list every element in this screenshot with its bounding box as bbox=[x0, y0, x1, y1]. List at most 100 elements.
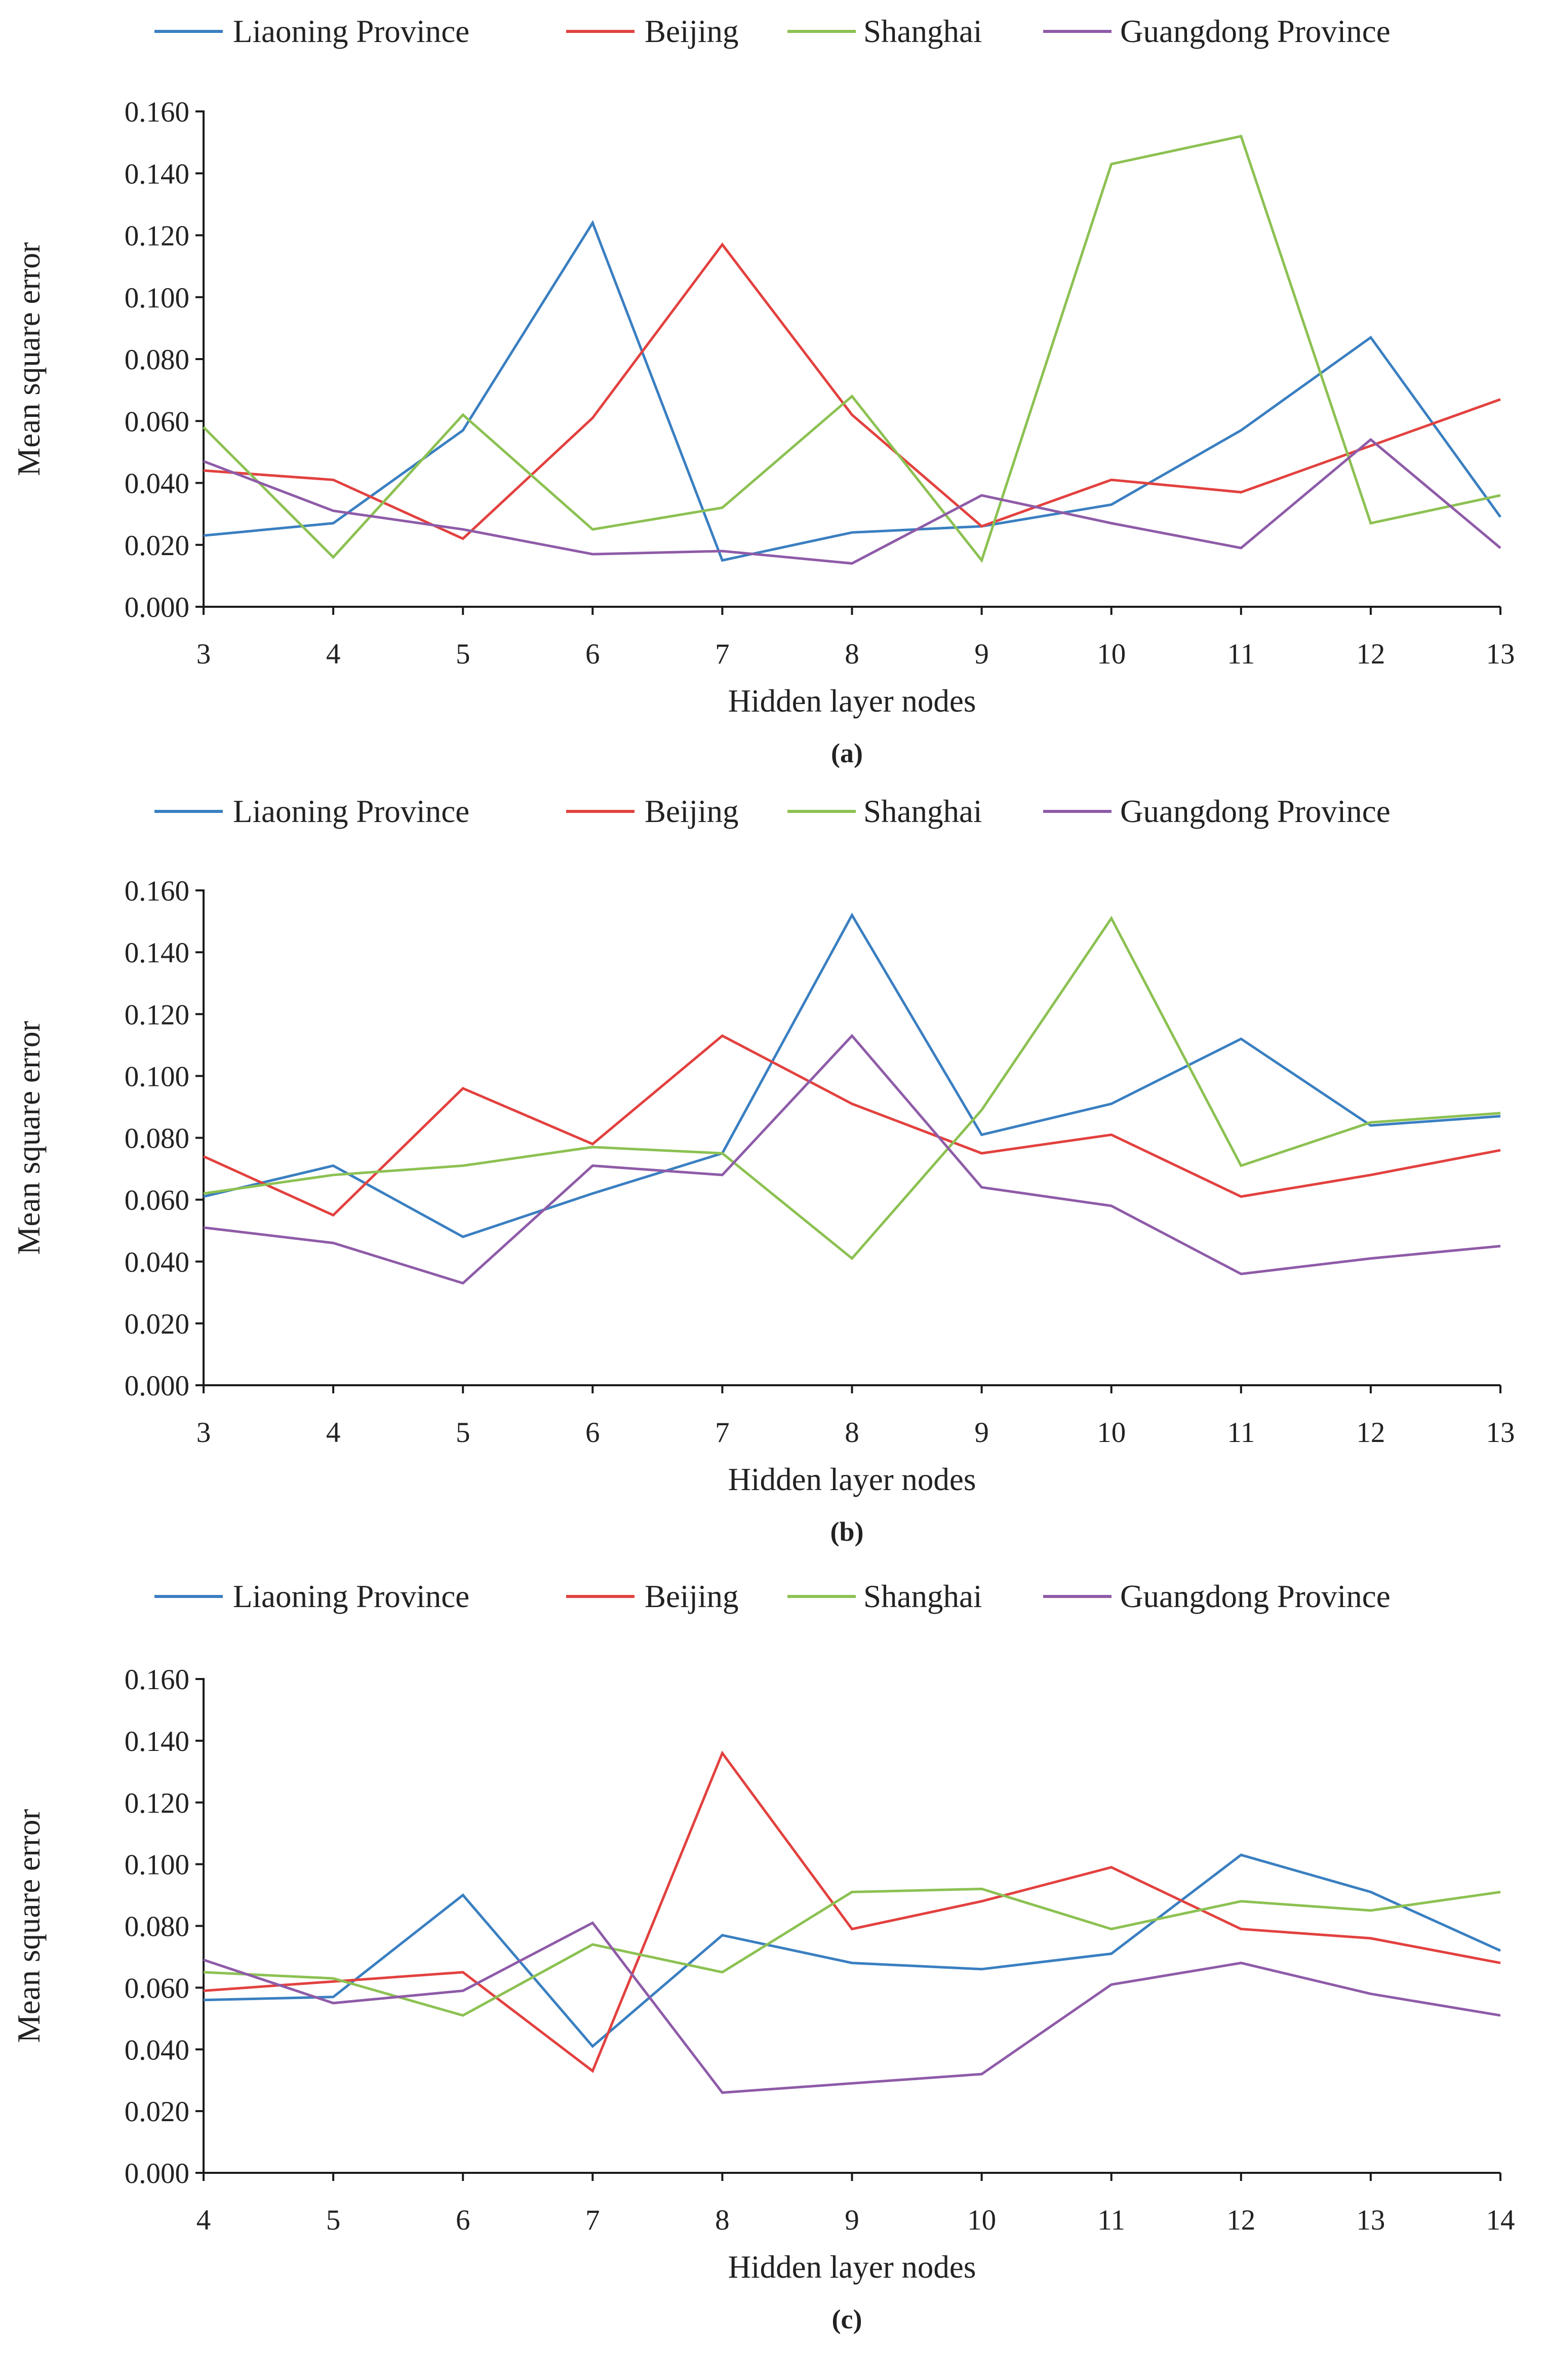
panel-label: (a) bbox=[831, 738, 863, 768]
chart-panel-c: Liaoning Province Beijing Shanghai Guangdon… bbox=[11, 1579, 1515, 2334]
legend-label: Liaoning Province bbox=[233, 14, 469, 49]
legend-item-shanghai: Shanghai bbox=[787, 14, 982, 49]
series-line-beijing bbox=[203, 242, 1501, 540]
x-tick-label: 10 bbox=[1097, 1417, 1126, 1449]
x-tick-label: 4 bbox=[326, 1417, 341, 1449]
legend-label: Guangdong Province bbox=[1120, 14, 1391, 49]
legend-label: Guangdong Province bbox=[1120, 794, 1391, 829]
legend-item-guangdong-province: Guangdong Province bbox=[1043, 14, 1391, 49]
x-tick-label: 6 bbox=[585, 638, 600, 670]
y-tick-label: 0.100 bbox=[125, 1061, 189, 1093]
y-tick-label: 0.040 bbox=[125, 468, 189, 500]
legend-item-liaoning-province: Liaoning Province bbox=[154, 14, 469, 49]
x-tick-label: 4 bbox=[196, 2204, 211, 2236]
y-tick-label: 0.120 bbox=[125, 220, 189, 252]
series-line-liaoning-province bbox=[203, 912, 1501, 1238]
x-tick-label: 9 bbox=[974, 638, 989, 670]
x-axis-title: Hidden layer nodes bbox=[728, 683, 976, 719]
y-tick-label: 0.160 bbox=[125, 96, 189, 128]
y-tick-label: 0.040 bbox=[125, 2034, 189, 2066]
y-axis-title: Mean square error bbox=[11, 1021, 47, 1255]
legend-label: Guangdong Province bbox=[1120, 1579, 1391, 1614]
x-tick-label: 3 bbox=[196, 638, 211, 670]
legend-label: Shanghai bbox=[863, 1579, 982, 1614]
series-line-shanghai bbox=[203, 134, 1501, 563]
legend-item-guangdong-province: Guangdong Province bbox=[1043, 794, 1391, 829]
x-tick-label: 11 bbox=[1227, 1417, 1255, 1449]
x-tick-label: 9 bbox=[974, 1417, 989, 1449]
x-tick-label: 3 bbox=[196, 1417, 211, 1449]
y-axis-title: Mean square error bbox=[11, 1809, 47, 2043]
x-tick-label: 13 bbox=[1486, 1417, 1515, 1449]
y-tick-label: 0.080 bbox=[125, 344, 189, 376]
x-axis-title: Hidden layer nodes bbox=[728, 2249, 976, 2285]
y-tick-label: 0.020 bbox=[125, 530, 189, 562]
x-tick-label: 7 bbox=[715, 1417, 730, 1449]
x-tick-label: 10 bbox=[967, 2204, 996, 2236]
legend-label: Beijing bbox=[645, 794, 739, 829]
series-line-guangdong-province bbox=[203, 1921, 1501, 2094]
x-tick-label: 10 bbox=[1097, 638, 1126, 670]
y-tick-label: 0.100 bbox=[125, 282, 189, 314]
y-tick-label: 0.020 bbox=[125, 1308, 189, 1340]
legend-item-beijing: Beijing bbox=[566, 1579, 739, 1614]
series-line-liaoning-province bbox=[203, 1853, 1501, 2048]
legend-item-liaoning-province: Liaoning Province bbox=[154, 1579, 469, 1614]
x-tick-label: 8 bbox=[715, 2204, 730, 2236]
legend-item-liaoning-province: Liaoning Province bbox=[154, 794, 469, 829]
legend-label: Beijing bbox=[645, 1579, 739, 1614]
panel-label: (b) bbox=[830, 1516, 864, 1547]
series-line-guangdong-province bbox=[203, 1034, 1501, 1285]
panel-label: (c) bbox=[832, 2304, 862, 2334]
x-tick-label: 4 bbox=[326, 638, 341, 670]
y-axis-title: Mean square error bbox=[11, 242, 47, 476]
x-tick-label: 5 bbox=[456, 1417, 470, 1449]
x-tick-label: 13 bbox=[1356, 2204, 1385, 2236]
series-line-shanghai bbox=[203, 1887, 1501, 2017]
y-tick-label: 0.120 bbox=[125, 999, 189, 1031]
x-tick-label: 11 bbox=[1097, 2204, 1125, 2236]
y-tick-label: 0.100 bbox=[125, 1849, 189, 1881]
x-tick-label: 11 bbox=[1227, 638, 1255, 670]
x-tick-label: 6 bbox=[456, 2204, 470, 2236]
legend-label: Liaoning Province bbox=[233, 794, 469, 829]
legend-label: Beijing bbox=[645, 14, 739, 49]
x-tick-label: 14 bbox=[1486, 2204, 1515, 2236]
x-tick-label: 13 bbox=[1486, 638, 1515, 670]
legend-label: Shanghai bbox=[863, 14, 982, 49]
series-line-beijing bbox=[203, 1034, 1501, 1217]
y-tick-label: 0.080 bbox=[125, 1911, 189, 1943]
x-tick-label: 8 bbox=[845, 1417, 859, 1449]
y-tick-label: 0.140 bbox=[125, 937, 189, 969]
series-line-beijing bbox=[203, 1750, 1501, 2073]
y-tick-label: 0.000 bbox=[125, 1370, 189, 1402]
y-tick-label: 0.120 bbox=[125, 1787, 189, 1819]
series-line-shanghai bbox=[203, 916, 1501, 1261]
series-line-guangdong-province bbox=[203, 438, 1501, 565]
legend-item-guangdong-province: Guangdong Province bbox=[1043, 1579, 1391, 1614]
y-tick-label: 0.160 bbox=[125, 875, 189, 907]
y-tick-label: 0.140 bbox=[125, 1726, 189, 1758]
x-tick-label: 6 bbox=[585, 1417, 600, 1449]
x-axis-title: Hidden layer nodes bbox=[728, 1462, 976, 1497]
x-tick-label: 8 bbox=[845, 638, 859, 670]
y-tick-label: 0.160 bbox=[125, 1664, 189, 1696]
legend-item-shanghai: Shanghai bbox=[787, 794, 982, 829]
legend-item-beijing: Beijing bbox=[566, 14, 739, 49]
x-tick-label: 12 bbox=[1356, 1417, 1385, 1449]
legend-item-shanghai: Shanghai bbox=[787, 1579, 982, 1614]
x-tick-label: 7 bbox=[715, 638, 730, 670]
x-tick-label: 5 bbox=[326, 2204, 341, 2236]
x-tick-label: 9 bbox=[845, 2204, 859, 2236]
y-tick-label: 0.000 bbox=[125, 2158, 189, 2190]
y-tick-label: 0.060 bbox=[125, 1972, 189, 2004]
y-tick-label: 0.060 bbox=[125, 1185, 189, 1217]
x-tick-label: 5 bbox=[456, 638, 470, 670]
legend-item-beijing: Beijing bbox=[566, 794, 739, 829]
y-tick-label: 0.060 bbox=[125, 406, 189, 438]
x-tick-label: 12 bbox=[1356, 638, 1385, 670]
y-tick-label: 0.020 bbox=[125, 2096, 189, 2128]
y-tick-label: 0.040 bbox=[125, 1246, 189, 1278]
y-tick-label: 0.140 bbox=[125, 158, 189, 190]
